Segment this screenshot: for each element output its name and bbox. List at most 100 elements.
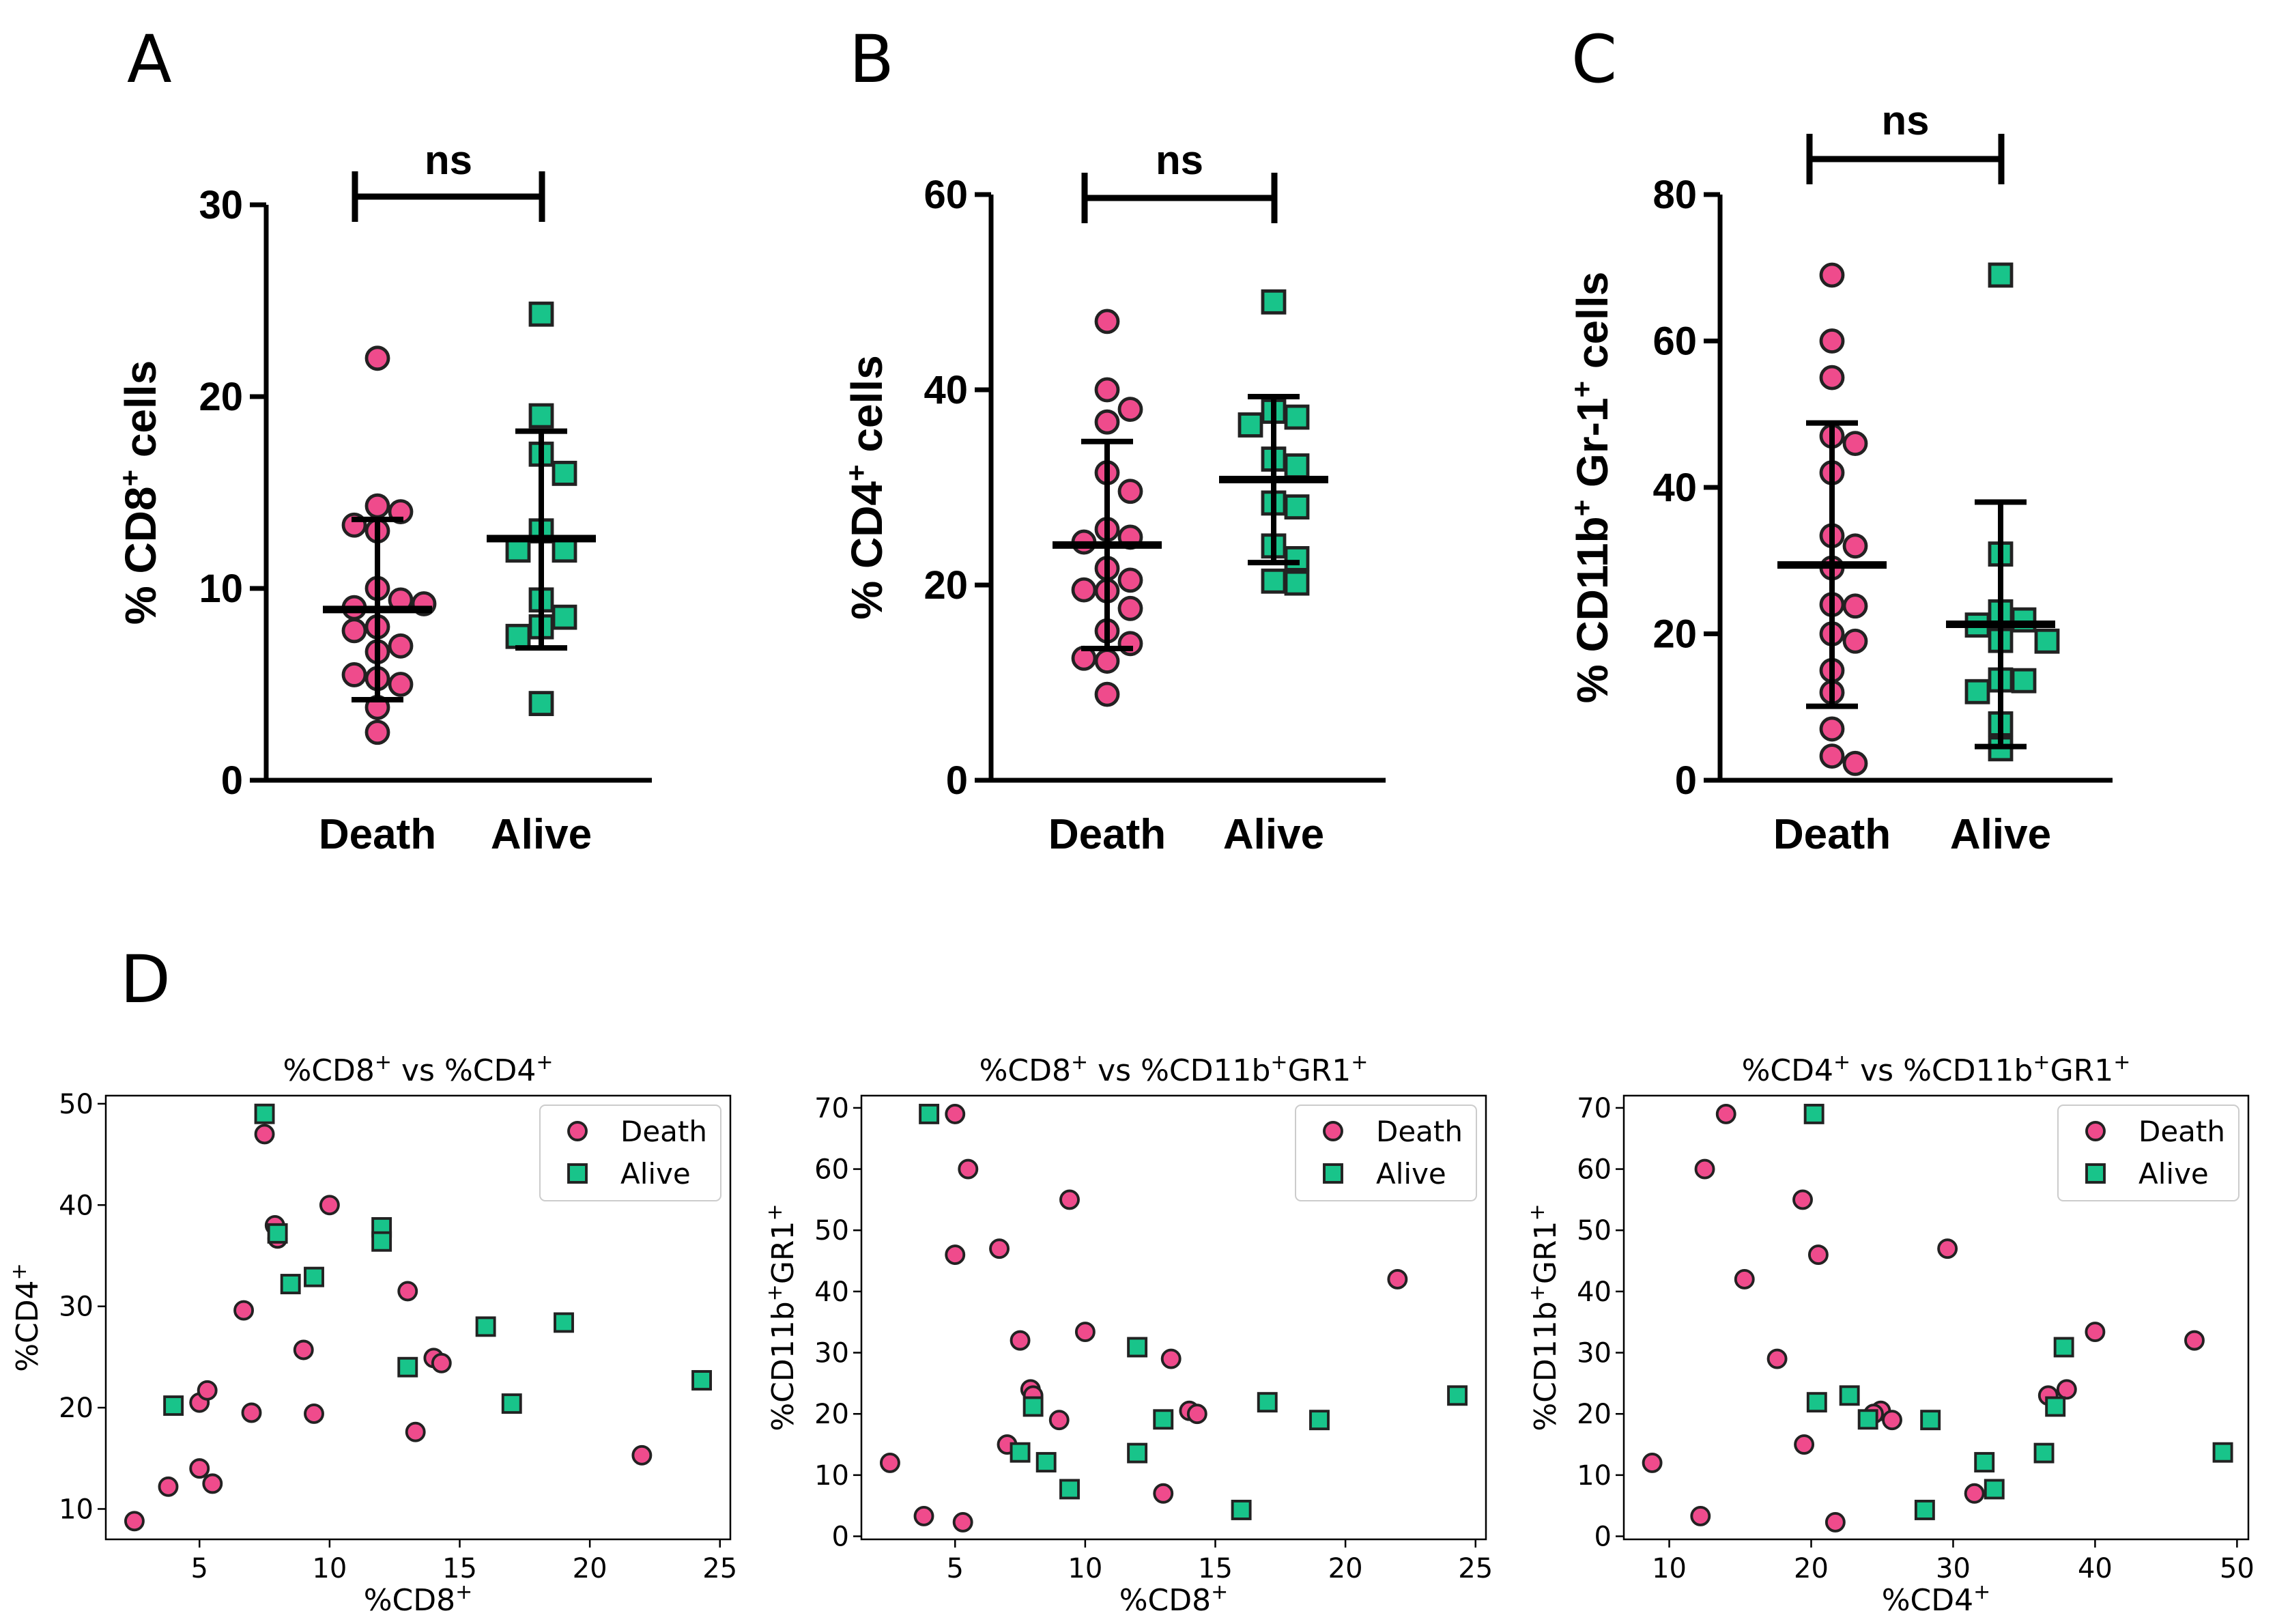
plot-title-part-0: %CD4 — [1742, 1053, 1833, 1088]
significance-label: ns — [425, 137, 472, 183]
y-axis-label-part-3: + — [1566, 381, 1598, 398]
data-point-death — [1825, 1511, 1846, 1533]
data-point-alive — [1284, 494, 1310, 519]
x-tick-label: 10 — [1068, 1553, 1102, 1584]
data-point-alive — [2212, 1442, 2233, 1463]
data-point-death — [1186, 1404, 1207, 1425]
y-tick-label: 0 — [832, 1522, 849, 1553]
y-tick-label: 40 — [1577, 1277, 1612, 1308]
significance-label: ns — [1881, 98, 1929, 143]
category-label-death: Death — [1773, 811, 1891, 858]
data-point-alive — [528, 301, 554, 327]
y-tick-label: 0 — [1675, 758, 1697, 803]
data-point-death — [913, 1505, 934, 1526]
y-axis-label-part-1: + — [114, 470, 146, 487]
data-point-death — [945, 1103, 966, 1124]
plot-title-part-2: vs %CD4 — [392, 1053, 536, 1088]
data-point-death — [124, 1511, 145, 1532]
data-point-alive — [1914, 1500, 1935, 1520]
data-point-alive — [1284, 404, 1310, 430]
data-point-alive — [1284, 570, 1310, 596]
data-point-death — [631, 1444, 653, 1466]
y-tick-label: 30 — [59, 1292, 94, 1323]
data-point-alive — [554, 1312, 574, 1333]
data-point-alive — [691, 1370, 713, 1391]
data-point-death — [341, 618, 367, 644]
y-axis-label-part-0: %CD11b — [1528, 1301, 1563, 1431]
y-axis-label-part-3: + — [763, 1203, 787, 1221]
y-axis-label: %CD4+ — [8, 1263, 46, 1372]
data-point-death — [1160, 1348, 1182, 1369]
plot-title: %CD8+ vs %CD11b+GR1+ — [979, 1051, 1369, 1089]
data-point-death — [202, 1473, 223, 1494]
data-point-alive — [1309, 1410, 1330, 1431]
y-tick-label: 40 — [924, 368, 968, 412]
y-axis-label: % CD11b+ Gr-1+ cells — [1566, 272, 1618, 703]
y-axis-label-part-3: + — [1526, 1203, 1549, 1221]
category-label-death: Death — [319, 811, 436, 858]
legend-label-death: Death — [1376, 1115, 1463, 1148]
data-point-death — [1059, 1189, 1080, 1210]
data-point-alive — [2033, 1442, 2055, 1464]
x-tick-label: 10 — [312, 1553, 347, 1584]
legend-label-alive: Alive — [1376, 1157, 1446, 1191]
data-point-alive — [1261, 568, 1287, 594]
plot-title-part-1: + — [375, 1051, 392, 1074]
data-point-death — [1642, 1452, 1663, 1473]
x-tick-label: 15 — [1198, 1553, 1233, 1584]
data-point-death — [1842, 431, 1868, 457]
y-axis-label: % CD8+ cells — [114, 360, 166, 625]
x-tick-label: 20 — [573, 1553, 607, 1584]
data-point-alive — [1127, 1337, 1148, 1358]
x-tick-label: 50 — [2220, 1553, 2255, 1584]
data-point-alive — [2045, 1396, 2066, 1417]
y-tick-label: 0 — [1594, 1522, 1612, 1553]
legend-marker-alive — [567, 1163, 588, 1184]
legend-marker-death — [2085, 1121, 2106, 1141]
data-point-death — [1094, 309, 1120, 334]
y-tick-label: 60 — [924, 173, 968, 217]
x-tick-label: 20 — [1794, 1553, 1829, 1584]
data-point-death — [241, 1402, 262, 1423]
data-point-alive — [1964, 679, 1990, 704]
x-axis-label-part-0: %CD8 — [364, 1583, 455, 1618]
data-point-death — [1094, 377, 1120, 403]
data-point-alive — [1127, 1442, 1148, 1464]
data-point-death — [1882, 1410, 1902, 1431]
y-tick-label: 40 — [814, 1277, 849, 1308]
y-tick-label: 20 — [1652, 612, 1697, 657]
data-point-alive — [397, 1356, 418, 1378]
data-point-death — [293, 1339, 314, 1361]
plot-title-part-4: GR1 — [2050, 1053, 2114, 1088]
data-point-death — [405, 1421, 426, 1442]
y-axis-label-part-4: cells — [1568, 272, 1617, 381]
y-tick-label: 10 — [199, 567, 243, 611]
legend-label-alive: Alive — [2138, 1157, 2209, 1191]
plot-title: %CD4+ vs %CD11b+GR1+ — [1742, 1051, 2131, 1089]
data-point-alive — [552, 604, 577, 630]
data-point-death — [952, 1511, 973, 1533]
y-axis-label-part-1: + — [840, 464, 872, 481]
data-point-alive — [528, 691, 554, 716]
y-tick-label: 70 — [814, 1093, 849, 1124]
x-tick-label: 5 — [947, 1553, 964, 1584]
plot-frame — [1622, 1094, 2250, 1541]
data-point-alive — [505, 623, 531, 649]
data-point-death — [364, 720, 390, 745]
data-point-death — [1819, 328, 1845, 354]
data-point-death — [1964, 1483, 1985, 1504]
y-axis-label-part-1: + — [1526, 1284, 1549, 1301]
data-point-alive — [1257, 1392, 1278, 1413]
plot-title-part-3: + — [2033, 1051, 2050, 1074]
data-point-death — [431, 1352, 452, 1373]
legend-label-alive: Alive — [620, 1157, 691, 1191]
data-point-alive — [1803, 1103, 1825, 1124]
data-point-alive — [2053, 1337, 2074, 1358]
data-point-death — [2056, 1379, 2077, 1400]
panel-d-cd8-vs-cd4-scatter: %CD8+ vs %CD4+5 10 15 20 251020304050%CD8+%C… — [8, 1051, 738, 1619]
data-point-alive — [1035, 1452, 1057, 1472]
y-axis-label-part-0: % CD11b — [1568, 516, 1617, 703]
y-tick-label: 50 — [1577, 1215, 1612, 1247]
data-point-alive — [1857, 1409, 1878, 1430]
